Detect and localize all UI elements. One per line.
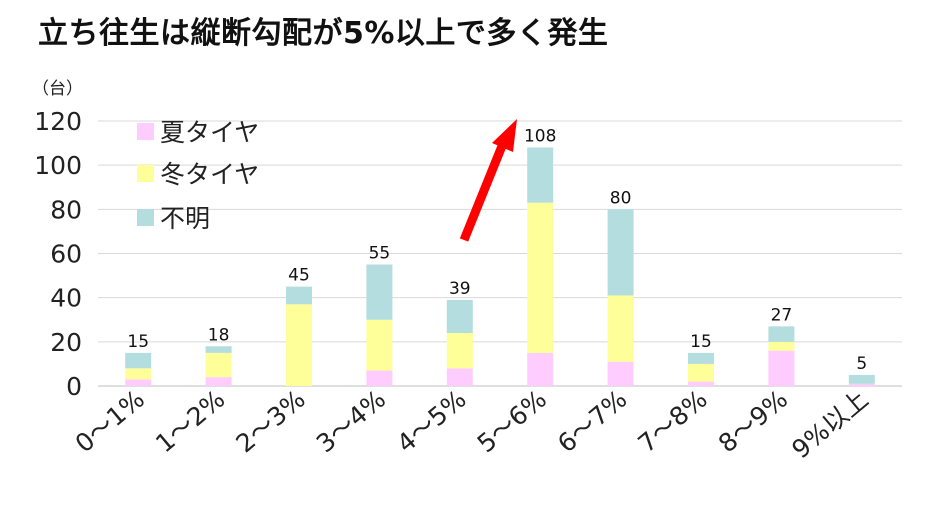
bar-segment bbox=[366, 264, 393, 320]
total-labels: 15 18 45 55 39 108 80 15 27 5 bbox=[127, 127, 867, 374]
arrow-head bbox=[492, 119, 517, 152]
y-tick-label: 0 bbox=[66, 372, 82, 401]
bar-segment bbox=[366, 370, 393, 386]
x-tick-label: 9%以上 bbox=[786, 384, 873, 464]
bar-segment bbox=[607, 209, 634, 296]
bar-segment bbox=[446, 368, 473, 386]
bar-segment bbox=[768, 341, 795, 351]
bar-segment bbox=[607, 295, 634, 362]
arrow-shaft bbox=[459, 144, 507, 242]
bar-segment bbox=[205, 352, 232, 378]
y-tick-label: 120 bbox=[34, 107, 82, 136]
legend-label: 夏タイヤ bbox=[160, 118, 259, 147]
total-label: 15 bbox=[127, 332, 149, 352]
total-label: 45 bbox=[288, 266, 310, 286]
bar-segment bbox=[366, 319, 393, 371]
total-label: 27 bbox=[771, 305, 793, 325]
bar-segment bbox=[848, 374, 875, 384]
y-tick-label: 20 bbox=[50, 328, 82, 357]
bar-segment bbox=[768, 326, 795, 342]
legend-label: 不明 bbox=[160, 204, 210, 233]
bar-segment bbox=[527, 352, 554, 386]
chart-title: 立ち往生は縦断勾配が5%以上で多く発生 bbox=[38, 16, 609, 51]
x-tick-label: 8～9% bbox=[713, 384, 793, 458]
legend-swatch bbox=[137, 165, 154, 182]
bar-segment bbox=[688, 352, 714, 364]
y-tick-label: 100 bbox=[34, 151, 82, 180]
bar-segment bbox=[446, 333, 473, 369]
y-axis-ticks: 0 20 40 60 80 100 120 bbox=[34, 107, 82, 401]
y-axis-unit-label: （台） bbox=[32, 79, 83, 99]
x-tick-label: 1～2% bbox=[150, 384, 230, 458]
legend-swatch bbox=[137, 123, 154, 140]
total-label: 15 bbox=[690, 332, 712, 352]
total-label: 18 bbox=[208, 325, 230, 345]
y-tick-label: 80 bbox=[50, 195, 82, 224]
bar-segment bbox=[125, 379, 152, 386]
grid-lines bbox=[98, 120, 902, 387]
bar-segment bbox=[205, 377, 232, 386]
bar-segment bbox=[607, 361, 634, 386]
total-label: 108 bbox=[524, 127, 556, 147]
bar-segment bbox=[527, 202, 554, 353]
bar-segment bbox=[286, 304, 312, 386]
x-tick-label: 5～6% bbox=[472, 384, 552, 458]
x-axis-ticks: 0～1% 1～2% 2～3% 3～4% 4～5% 5～6% 6～7% 7～8% 8～9%9%以上 bbox=[70, 384, 874, 464]
total-label: 55 bbox=[369, 244, 391, 264]
x-tick-label: 4～5% bbox=[391, 384, 471, 458]
x-tick-label: 6～7% bbox=[552, 384, 632, 458]
total-label: 5 bbox=[856, 354, 867, 374]
total-label: 80 bbox=[610, 188, 632, 208]
x-tick-label: 7～8% bbox=[632, 384, 712, 458]
bar-segment bbox=[125, 352, 152, 369]
bar-segment bbox=[286, 286, 312, 305]
bar-segment bbox=[768, 350, 795, 386]
total-label: 39 bbox=[449, 279, 471, 299]
y-tick-label: 60 bbox=[50, 240, 82, 269]
bar-segment bbox=[125, 368, 152, 380]
bar-segment bbox=[205, 346, 232, 353]
legend-swatch bbox=[137, 209, 154, 226]
bar-segment bbox=[848, 383, 875, 386]
legend-label: 冬タイヤ bbox=[160, 160, 259, 189]
x-tick-label: 2～3% bbox=[230, 384, 310, 458]
x-tick-label: 3～4% bbox=[311, 384, 391, 458]
bar-segment bbox=[446, 299, 473, 333]
y-tick-label: 40 bbox=[50, 284, 82, 313]
bar-segment bbox=[688, 381, 714, 386]
bar-segment bbox=[688, 363, 714, 382]
bar-segment bbox=[527, 147, 554, 203]
annotations bbox=[459, 119, 517, 242]
bars bbox=[125, 147, 875, 386]
